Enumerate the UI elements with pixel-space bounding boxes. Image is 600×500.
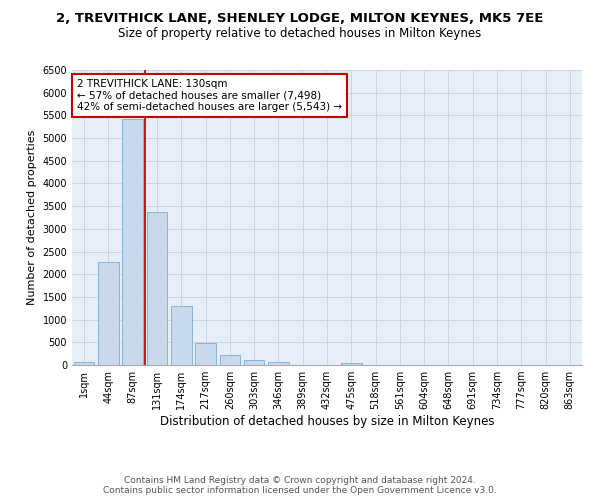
Bar [122,118,143,365]
Y-axis label: Number of detached properties: Number of detached properties [27,130,37,305]
Bar [268,362,289,365]
Bar [74,362,94,365]
Bar [98,262,119,365]
Bar [341,362,362,365]
Text: Size of property relative to detached houses in Milton Keynes: Size of property relative to detached ho… [118,28,482,40]
Text: Contains HM Land Registry data © Crown copyright and database right 2024.: Contains HM Land Registry data © Crown c… [124,476,476,485]
Text: 2, TREVITHICK LANE, SHENLEY LODGE, MILTON KEYNES, MK5 7EE: 2, TREVITHICK LANE, SHENLEY LODGE, MILTO… [56,12,544,26]
Bar [171,306,191,365]
X-axis label: Distribution of detached houses by size in Milton Keynes: Distribution of detached houses by size … [160,415,494,428]
Bar [195,343,216,365]
Bar [244,360,265,365]
Bar [220,355,240,365]
Text: Contains public sector information licensed under the Open Government Licence v3: Contains public sector information licen… [103,486,497,495]
Bar [146,212,167,365]
Text: 2 TREVITHICK LANE: 130sqm
← 57% of detached houses are smaller (7,498)
42% of se: 2 TREVITHICK LANE: 130sqm ← 57% of detac… [77,79,342,112]
